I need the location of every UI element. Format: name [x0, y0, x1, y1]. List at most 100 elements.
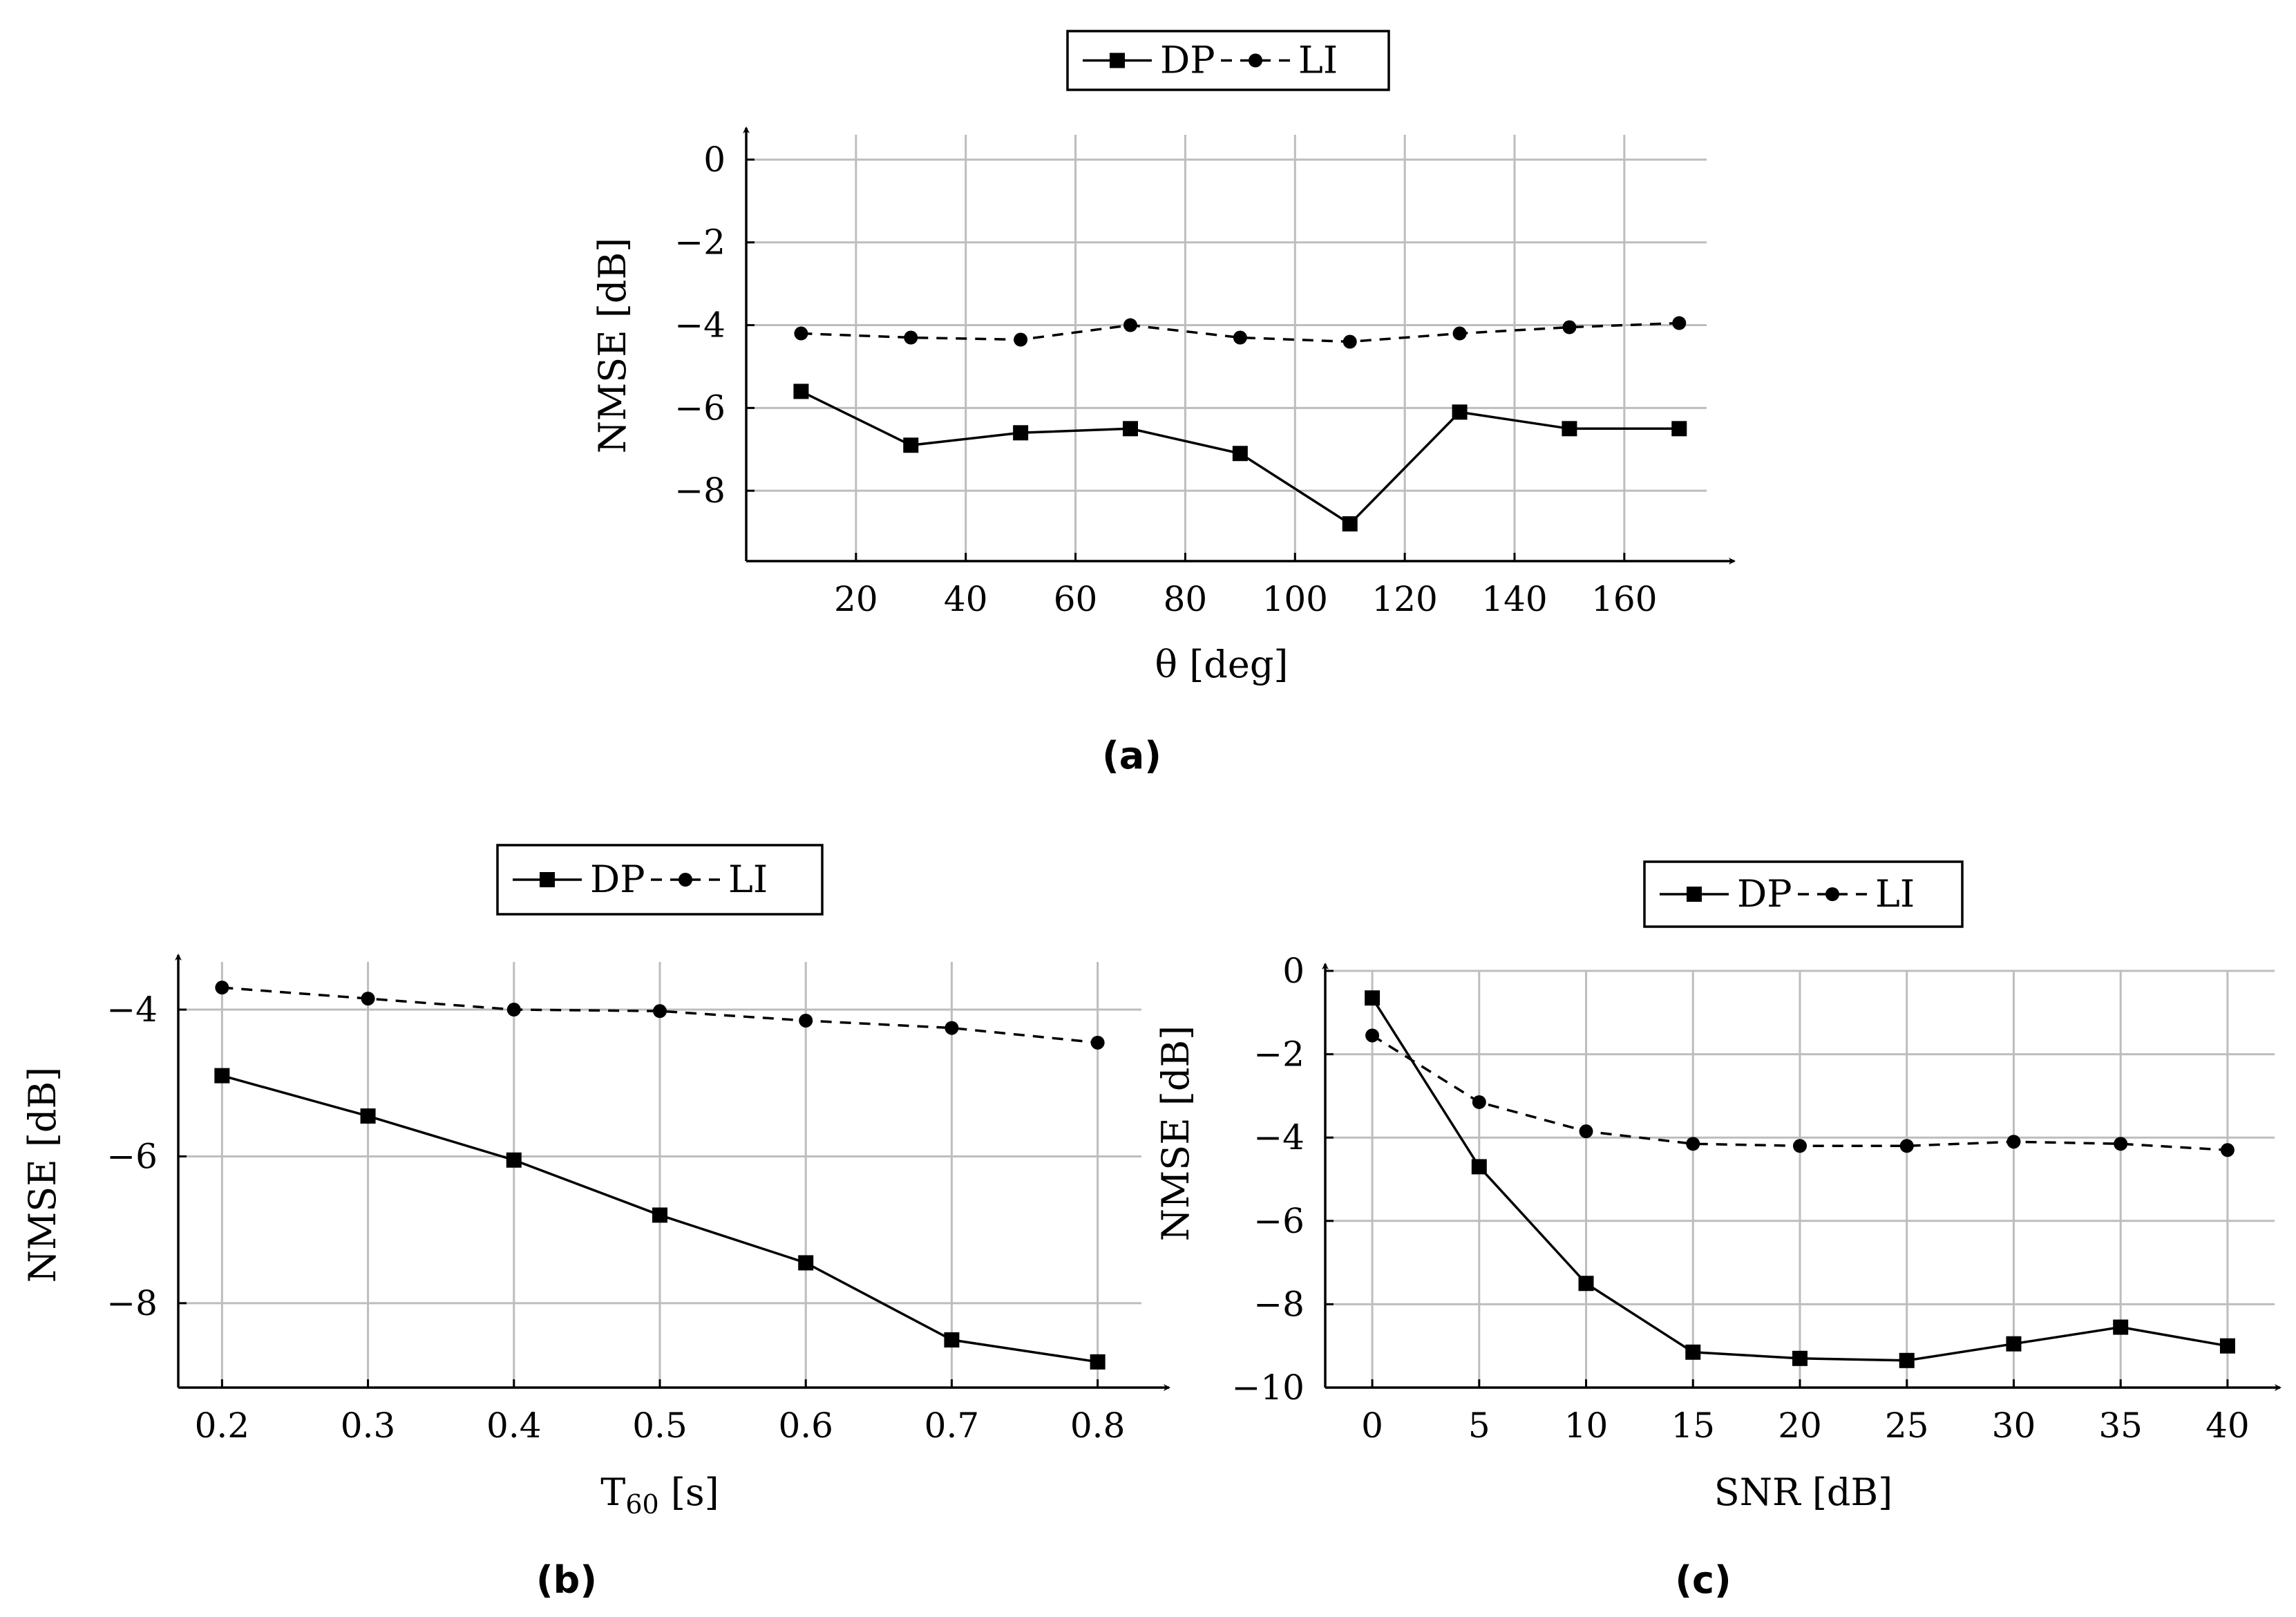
panel-a: 20 40 60 80 100 120 140 160 0 −2 −4 −6 −8 DP LI θ [d… — [591, 30, 1736, 777]
panel-c-grid — [1325, 970, 2275, 1389]
panel-b-dp-point-5 — [944, 1332, 960, 1348]
panel-b-caption: (b) — [536, 1558, 597, 1602]
panel-c-xtick-label-2: 10 — [1564, 1406, 1609, 1446]
panel-a-xtick-label-4: 100 — [1262, 579, 1328, 619]
panel-a-ytick-label-4: −8 — [674, 471, 725, 511]
panel-c-yticks: 0 −2 −4 −6 −8 −10 — [1231, 951, 1334, 1408]
panel-c-xtick-label-4: 20 — [1778, 1406, 1822, 1446]
panel-c-xtick-label-6: 30 — [1992, 1406, 2036, 1446]
panel-a-li-point-1 — [904, 330, 918, 345]
panel-c-xtick-label-5: 25 — [1885, 1406, 1929, 1446]
panel-c-dp-point-3 — [1685, 1344, 1701, 1360]
panel-b-xticks: 0.2 0.3 0.4 0.5 0.6 0.7 0.8 — [195, 1379, 1126, 1446]
panel-b-legend-li-label: LI — [728, 858, 768, 901]
panel-a-xtick-label-2: 60 — [1054, 579, 1098, 619]
panel-c-legend-li-marker — [1825, 887, 1839, 901]
panel-b: 0.2 0.3 0.4 0.5 0.6 0.7 0.8 −4 −6 −8 DP LI T60 [s… — [21, 844, 1170, 1602]
panel-b-ytick-label-1: −6 — [106, 1136, 158, 1176]
panel-a-dp-point-5 — [1342, 516, 1358, 532]
panel-c-xtick-label-8: 40 — [2205, 1406, 2250, 1446]
panel-a-dp-point-2 — [1013, 425, 1029, 441]
panel-b-yticks: −4 −6 −8 — [106, 990, 187, 1323]
panel-a-ytick-label-3: −6 — [674, 388, 725, 428]
panel-c-dp-point-4 — [1792, 1350, 1808, 1366]
panel-b-xtick-label-3: 0.5 — [632, 1406, 687, 1446]
panel-b-ytick-label-0: −4 — [106, 990, 158, 1030]
panel-b-dp-point-0 — [214, 1068, 230, 1084]
panel-b-li-point-0 — [215, 981, 229, 995]
panel-b-xtick-label-0: 0.2 — [195, 1406, 250, 1446]
panel-a-axes — [743, 126, 1736, 565]
panel-b-legend-dp-label: DP — [590, 858, 645, 901]
panel-b-series — [214, 981, 1106, 1370]
panel-a-xtick-label-1: 40 — [944, 579, 988, 619]
panel-a-dp-point-0 — [793, 384, 809, 399]
panel-b-ylabel: NMSE [dB] — [21, 1067, 64, 1283]
panel-b-li-point-3 — [653, 1004, 667, 1019]
panel-a-li-point-2 — [1014, 332, 1028, 347]
panel-c-li-point-7 — [2114, 1137, 2128, 1151]
panel-a-li-point-5 — [1343, 334, 1357, 349]
panel-a-li-point-6 — [1452, 326, 1467, 341]
panel-b-grid — [178, 962, 1141, 1388]
panel-a-legend: DP LI — [1066, 30, 1390, 91]
panel-a-dp-point-8 — [1671, 421, 1687, 437]
panel-a-legend-li-marker — [1249, 53, 1262, 68]
panel-a-xlabel: θ [deg] — [1155, 643, 1289, 686]
panel-b-xtick-label-4: 0.6 — [778, 1406, 833, 1446]
panel-b-xlabel: T60 [s] — [600, 1471, 719, 1520]
panel-c-dp-point-1 — [1471, 1159, 1487, 1175]
panel-c-dp-point-0 — [1365, 990, 1381, 1006]
panel-b-xtick-label-2: 0.4 — [486, 1406, 542, 1446]
panel-b-dp-point-2 — [506, 1152, 522, 1168]
panel-a-dp-point-6 — [1452, 404, 1468, 420]
panel-c-li-point-3 — [1686, 1137, 1700, 1151]
panel-c-xtick-label-1: 5 — [1468, 1406, 1490, 1446]
panel-a-series — [793, 316, 1687, 532]
panel-c-legend-dp-marker — [1687, 887, 1702, 902]
panel-a-dp-point-1 — [903, 437, 919, 453]
panel-c-dp-point-6 — [2006, 1336, 2022, 1352]
panel-b-xlabel-sub: 60 — [625, 1489, 658, 1520]
panel-a-li-line — [801, 321, 1680, 343]
panel-b-dp-point-1 — [360, 1108, 376, 1124]
panel-c-dp-point-7 — [2113, 1319, 2129, 1335]
panel-c-ytick-label-2: −4 — [1253, 1117, 1304, 1157]
panel-b-xlabel-unit: [s] — [659, 1471, 719, 1514]
panel-a-ytick-label-2: −4 — [674, 305, 725, 346]
panel-b-li-point-1 — [361, 992, 375, 1006]
panel-c-ylabel: NMSE [dB] — [1154, 1025, 1197, 1242]
panel-a-ylabel: NMSE [dB] — [591, 238, 634, 454]
panel-b-xtick-label-6: 0.8 — [1070, 1406, 1126, 1446]
panel-c-ytick-label-0: 0 — [1282, 951, 1304, 991]
panel-c-ytick-label-1: −2 — [1253, 1034, 1304, 1075]
panel-c-xtick-label-7: 35 — [2098, 1406, 2143, 1446]
panel-a-li-point-4 — [1233, 330, 1247, 345]
panel-b-legend-dp-marker — [540, 872, 555, 887]
panel-a-ytick-label-1: −2 — [674, 223, 725, 263]
panel-a-xticks: 20 40 60 80 100 120 140 160 — [834, 553, 1658, 619]
panel-c-caption: (c) — [1675, 1558, 1731, 1602]
panel-b-li-point-6 — [1090, 1035, 1105, 1050]
panel-c-li-point-5 — [1899, 1139, 1914, 1153]
panel-b-ytick-label-2: −8 — [106, 1283, 158, 1323]
panel-c-li-point-1 — [1472, 1095, 1486, 1109]
panel-c-legend-li-label: LI — [1875, 872, 1915, 916]
panel-c-li-point-2 — [1579, 1124, 1593, 1139]
panel-b-legend-li-marker — [679, 873, 692, 887]
panel-c-dp-point-2 — [1578, 1276, 1594, 1292]
panel-c-xlabel: SNR [dB] — [1714, 1471, 1892, 1514]
panel-a-li-point-3 — [1123, 318, 1137, 332]
panel-c-ytick-label-5: −10 — [1231, 1368, 1304, 1408]
panel-a-xtick-label-3: 80 — [1164, 579, 1208, 619]
panel-c-li-point-8 — [2220, 1143, 2235, 1157]
panel-c-legend-dp-label: DP — [1737, 872, 1792, 916]
panel-c-li-point-6 — [2006, 1135, 2021, 1149]
panel-b-li-point-2 — [506, 1003, 521, 1017]
panel-b-dp-point-3 — [652, 1207, 667, 1223]
panel-a-legend-dp-label: DP — [1160, 39, 1215, 82]
panel-a-legend-dp-marker — [1110, 53, 1125, 68]
panel-b-dp-point-6 — [1090, 1354, 1106, 1370]
panel-b-axes — [175, 954, 1170, 1391]
